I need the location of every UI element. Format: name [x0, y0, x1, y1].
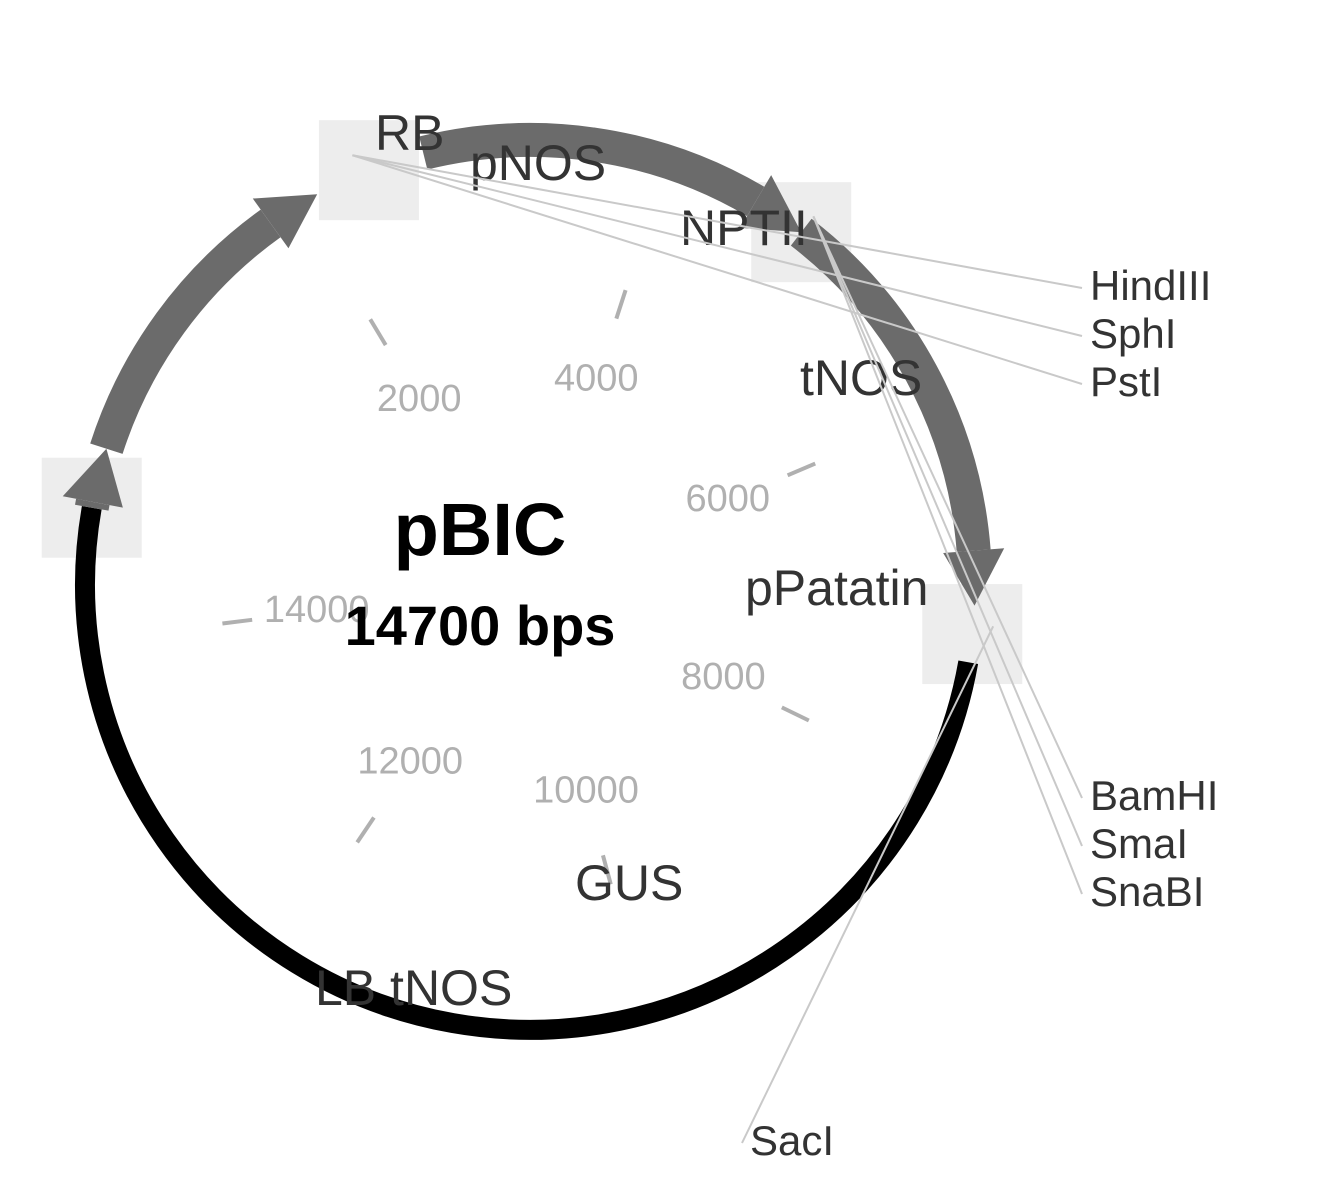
plasmid-size: 14700 bps — [345, 594, 616, 657]
feature-label-nptii: NPTII — [680, 200, 808, 256]
restriction-site-label: SacI — [750, 1117, 834, 1164]
restriction-site-label: SnaBI — [1090, 868, 1204, 915]
feature-arc-pnos — [92, 502, 93, 508]
site-leader — [813, 216, 1082, 894]
bp-tick-label: 4000 — [554, 358, 639, 400]
bp-tick-label: 8000 — [681, 656, 766, 698]
bp-tick-label: 6000 — [686, 478, 771, 520]
plasmid-name: pBIC — [394, 488, 567, 571]
bp-tick-label: 10000 — [533, 770, 639, 812]
bp-tick — [782, 707, 809, 720]
bp-tick — [788, 464, 816, 476]
bp-tick — [222, 620, 252, 624]
restriction-site-label: SmaI — [1090, 820, 1188, 867]
feature-label-lb-tnos: LB tNOS — [315, 960, 512, 1016]
plasmid-map: 2000400060008000100001200014000RBpNOSNPT… — [0, 0, 1332, 1200]
bp-tick — [357, 817, 374, 842]
restriction-site-label: HindIII — [1090, 262, 1211, 309]
feature-label-rb: RB — [375, 105, 444, 161]
feature-label-ppatatin: pPatatin — [745, 560, 928, 616]
feature-label-pnos: pNOS — [470, 135, 606, 191]
bp-tick-label: 12000 — [357, 741, 463, 783]
feature-arc-nptii — [106, 223, 270, 448]
restriction-site-label: BamHI — [1090, 772, 1218, 819]
feature-label-tnos: tNOS — [800, 350, 922, 406]
bp-tick — [370, 319, 385, 345]
restriction-site-label: PstI — [1090, 358, 1162, 405]
feature-label-gus: GUS — [575, 855, 683, 911]
site-leader — [742, 626, 993, 1143]
restriction-site-label: SphI — [1090, 310, 1176, 357]
bp-tick — [616, 290, 625, 319]
bp-tick-label: 2000 — [377, 378, 462, 420]
